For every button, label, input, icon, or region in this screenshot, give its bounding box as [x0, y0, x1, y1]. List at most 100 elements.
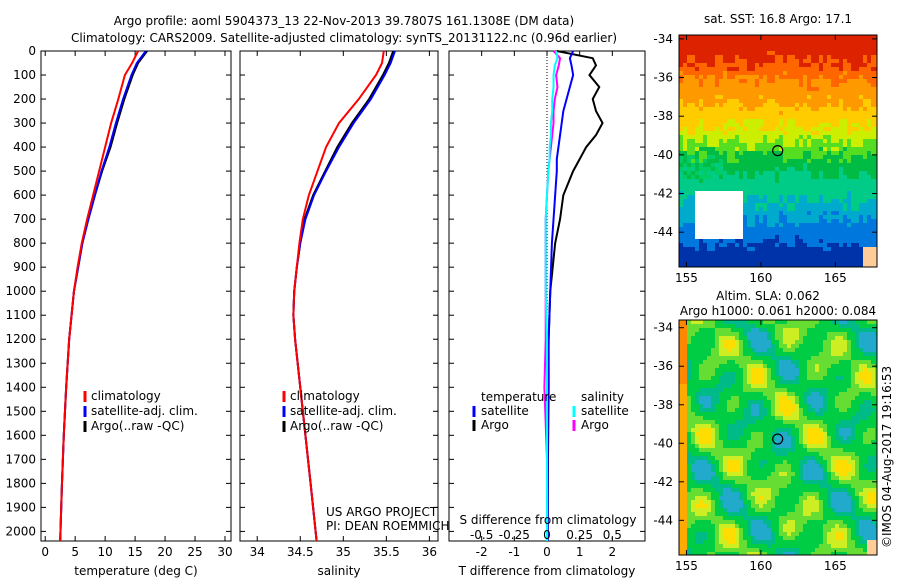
y-tick-label: 2000 [5, 524, 36, 538]
map-cell [715, 332, 719, 336]
map-cell [695, 396, 699, 400]
map-cell [735, 368, 739, 372]
map-cell [807, 424, 811, 428]
map-cell [839, 432, 843, 436]
map-cell [795, 75, 799, 79]
map-cell [775, 444, 779, 448]
map-cell [863, 348, 867, 352]
map-cell [703, 171, 707, 175]
map-cell [863, 235, 867, 239]
map-cell [687, 171, 691, 175]
map-cell [859, 131, 863, 135]
map-cell [739, 211, 743, 215]
map-cell [791, 436, 795, 440]
map-cell [855, 215, 859, 219]
map-cell [727, 151, 731, 155]
map-cell [723, 39, 727, 43]
map-cell [835, 344, 839, 348]
map-cell [699, 143, 703, 147]
map-cell [731, 191, 735, 195]
map-cell [707, 239, 711, 243]
map-cell [775, 167, 779, 171]
map-cell [751, 135, 755, 139]
map-cell [723, 400, 727, 404]
map-cell [795, 460, 799, 464]
map-cell [791, 35, 795, 39]
map-cell [851, 139, 855, 143]
map-cell [823, 420, 827, 424]
map-cell [683, 191, 687, 195]
map-cell [731, 195, 735, 199]
map-cell [855, 99, 859, 103]
map-cell [807, 39, 811, 43]
map-cell [787, 440, 791, 444]
map-cell [687, 396, 691, 400]
map-cell [691, 404, 695, 408]
map-cell [799, 199, 803, 203]
map-cell [703, 123, 707, 127]
map-cell [751, 99, 755, 103]
map-cell [747, 452, 751, 456]
map-cell [867, 320, 871, 324]
map-cell [823, 259, 827, 263]
map-cell [739, 143, 743, 147]
map-cell [867, 223, 871, 227]
map-cell [819, 432, 823, 436]
map-cell [815, 67, 819, 71]
map-cell [775, 35, 779, 39]
map-cell [859, 67, 863, 71]
map-cell [803, 432, 807, 436]
map-cell [687, 195, 691, 199]
map-cell [715, 111, 719, 115]
map-cell [783, 380, 787, 384]
map-cell [807, 71, 811, 75]
map-cell [859, 420, 863, 424]
map-cell [739, 448, 743, 452]
map-cell [799, 324, 803, 328]
map-cell [807, 440, 811, 444]
series-line-salinity-satellite [546, 51, 558, 541]
map-cell [699, 55, 703, 59]
map-cell [711, 111, 715, 115]
map-cell [763, 424, 767, 428]
map-cell [851, 364, 855, 368]
map-cell [699, 259, 703, 263]
map-cell [811, 219, 815, 223]
map-cell [831, 71, 835, 75]
map-cell [727, 428, 731, 432]
map-cell [731, 420, 735, 424]
map-cell [739, 39, 743, 43]
map-cell [779, 259, 783, 263]
map-cell [763, 143, 767, 147]
map-cell [707, 167, 711, 171]
map-cell [823, 111, 827, 115]
map-cell [859, 187, 863, 191]
map-cell [767, 227, 771, 231]
map-cell [771, 372, 775, 376]
map-cell [763, 159, 767, 163]
map-cell [827, 424, 831, 428]
map-cell [787, 412, 791, 416]
map-cell [827, 151, 831, 155]
map-cell [867, 103, 871, 107]
map-cell [851, 332, 855, 336]
map-cell [839, 368, 843, 372]
y-tick-label: 0 [28, 44, 36, 58]
map-cell [839, 155, 843, 159]
map-cell [775, 175, 779, 179]
map-cell [695, 63, 699, 67]
lon-tick-label: 165 [824, 271, 847, 285]
map-cell [759, 47, 763, 51]
map-cell [847, 428, 851, 432]
map-cell [823, 388, 827, 392]
map-cell [727, 255, 731, 259]
map-cell [779, 340, 783, 344]
map-cell [771, 396, 775, 400]
map-cell [819, 43, 823, 47]
map-cell [803, 412, 807, 416]
map-cell [763, 63, 767, 67]
map-cell [755, 356, 759, 360]
map-cell [699, 352, 703, 356]
map-cell [767, 67, 771, 71]
map-cell [743, 239, 747, 243]
